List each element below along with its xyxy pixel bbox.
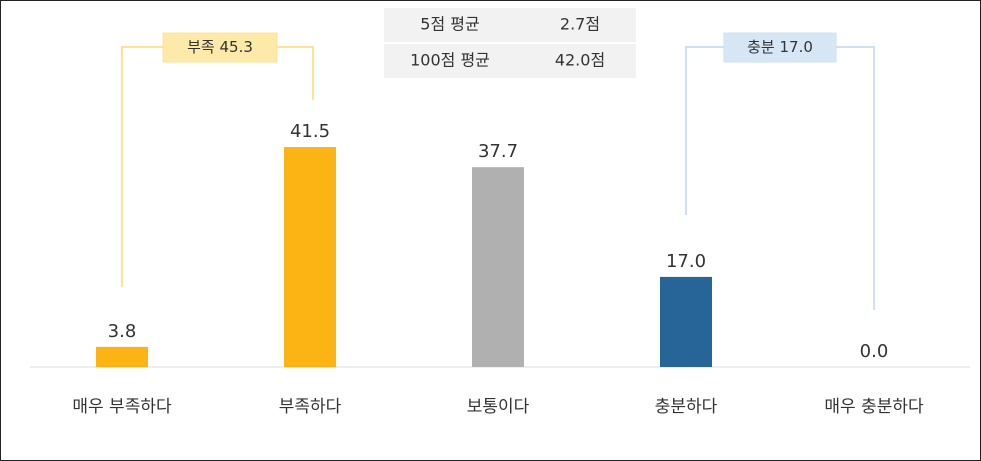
x-tick-label: 충분하다 bbox=[655, 397, 718, 417]
summary-value: 42.0점 bbox=[555, 51, 605, 70]
value-label: 37.7 bbox=[478, 141, 518, 162]
annotation-box bbox=[162, 32, 278, 63]
bar bbox=[96, 346, 148, 367]
annotation-text: 부족 45.3 bbox=[187, 38, 253, 56]
annotation-box bbox=[723, 32, 837, 63]
value-label: 3.8 bbox=[108, 321, 137, 342]
summary-row bbox=[384, 8, 636, 42]
annotation-text: 충분 17.0 bbox=[747, 38, 813, 56]
bar bbox=[284, 147, 336, 367]
x-tick-label: 부족하다 bbox=[279, 397, 342, 417]
value-label: 17.0 bbox=[666, 251, 706, 272]
bar bbox=[472, 167, 524, 367]
value-label: 41.5 bbox=[290, 121, 330, 142]
summary-value: 2.7점 bbox=[560, 15, 600, 34]
value-label: 0.0 bbox=[860, 341, 889, 362]
summary-row bbox=[384, 44, 636, 78]
x-tick-label: 매우 부족하다 bbox=[72, 397, 172, 417]
bar bbox=[660, 276, 712, 367]
summary-label: 5점 평균 bbox=[420, 15, 479, 34]
summary-label: 100점 평균 bbox=[410, 51, 490, 70]
x-tick-label: 매우 충분하다 bbox=[824, 397, 924, 417]
x-tick-label: 보통이다 bbox=[467, 397, 530, 417]
